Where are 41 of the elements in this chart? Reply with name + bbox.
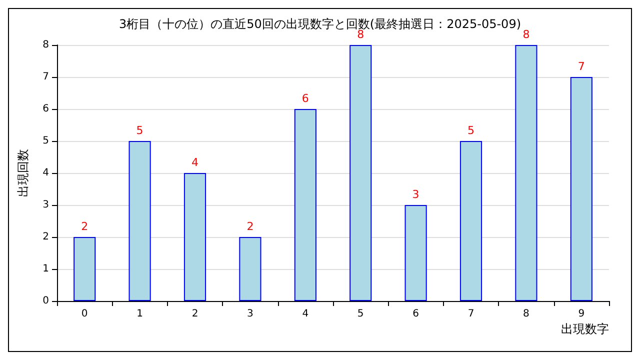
y-tick-label: 6 [42, 104, 49, 114]
y-tick-label: 7 [42, 72, 49, 82]
y-tick-label: 4 [42, 168, 49, 178]
x-tick-label: 3 [247, 308, 254, 320]
bar [460, 141, 482, 301]
x-tick-label: 0 [81, 308, 88, 320]
bar [350, 45, 372, 301]
bar [239, 237, 262, 301]
data-label: 2 [246, 220, 254, 233]
data-label: 3 [412, 188, 420, 201]
data-label: 4 [192, 156, 198, 169]
bar [404, 205, 427, 301]
bar [128, 141, 151, 301]
data-label: 2 [81, 220, 88, 233]
x-tick-label: 2 [192, 308, 198, 320]
chart-title: 3桁目（十の位）の直近50回の出現数字と回数(最終抽選日：2025-05-09) [118, 17, 522, 31]
data-label: 5 [136, 124, 144, 137]
data-label: 7 [578, 60, 585, 73]
x-tick-label: 9 [578, 308, 585, 320]
x-tick-label: 8 [523, 308, 530, 320]
y-tick-label: 2 [42, 232, 49, 242]
x-tick-label: 4 [302, 308, 309, 320]
data-label: 6 [302, 92, 309, 105]
data-label: 8 [522, 28, 530, 41]
y-tick-label: 5 [42, 136, 49, 146]
x-axis-title: 出現数字 [561, 322, 609, 336]
y-tick-label: 0 [42, 296, 49, 306]
data-label: 5 [468, 124, 474, 137]
bar [570, 77, 592, 301]
bar [515, 45, 538, 301]
bar [294, 109, 316, 301]
x-tick-label: 7 [468, 308, 474, 320]
y-tick-label: 1 [42, 264, 49, 274]
x-tick-label: 6 [412, 308, 419, 320]
y-tick-label: 8 [42, 40, 49, 50]
bar [184, 173, 206, 301]
y-axis-title: 出現回数 [16, 149, 30, 197]
bar [74, 237, 96, 301]
x-tick-label: 5 [357, 308, 364, 320]
y-tick-label: 3 [42, 200, 49, 210]
x-tick-label: 1 [136, 308, 143, 320]
